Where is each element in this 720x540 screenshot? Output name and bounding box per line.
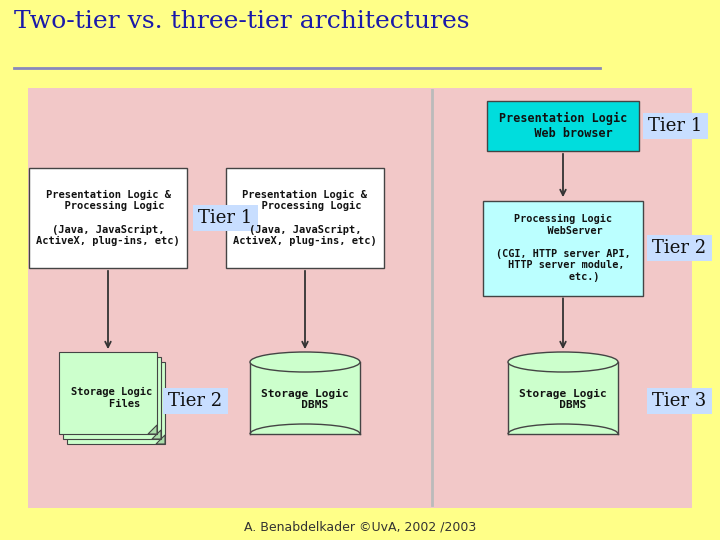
- Text: Presentation Logic &
  Processing Logic

(Java, JavaScript,
ActiveX, plug-ins, e: Presentation Logic & Processing Logic (J…: [36, 190, 180, 246]
- Text: A. Benabdelkader ©UvA, 2002 /2003: A. Benabdelkader ©UvA, 2002 /2003: [244, 521, 476, 534]
- Text: Presentation Logic &
  Processing Logic

(Java, JavaScript,
ActiveX, plug-ins, e: Presentation Logic & Processing Logic (J…: [233, 190, 377, 246]
- Polygon shape: [148, 425, 157, 434]
- Bar: [508, 362, 618, 434]
- Bar: [250, 362, 360, 434]
- Bar: [647, 235, 712, 261]
- Bar: [226, 168, 384, 268]
- Text: Tier 3: Tier 3: [652, 392, 706, 410]
- Bar: [163, 388, 228, 414]
- Bar: [59, 352, 157, 434]
- Text: Storage Logic
   DBMS: Storage Logic DBMS: [261, 389, 349, 410]
- Bar: [193, 205, 258, 231]
- Text: Tier 2: Tier 2: [652, 239, 706, 257]
- Ellipse shape: [250, 352, 360, 372]
- Polygon shape: [156, 435, 165, 444]
- Text: Storage Logic
   DBMS: Storage Logic DBMS: [519, 389, 607, 410]
- Polygon shape: [152, 430, 161, 439]
- Ellipse shape: [508, 352, 618, 372]
- Text: Presentation Logic
   Web browser: Presentation Logic Web browser: [499, 112, 627, 140]
- Bar: [643, 113, 708, 139]
- Text: Tier 2: Tier 2: [168, 392, 222, 410]
- Bar: [483, 200, 643, 295]
- Bar: [28, 88, 692, 508]
- Bar: [647, 388, 712, 414]
- Bar: [63, 357, 161, 439]
- Text: Tier 1: Tier 1: [199, 209, 253, 227]
- Bar: [487, 101, 639, 151]
- Bar: [29, 168, 187, 268]
- Text: Storage Logic
    Files: Storage Logic Files: [71, 387, 153, 409]
- Text: Tier 1: Tier 1: [649, 117, 703, 135]
- Bar: [67, 362, 165, 444]
- Text: Processing Logic
    WebServer

(CGI, HTTP server API,
 HTTP server module,
    : Processing Logic WebServer (CGI, HTTP se…: [495, 214, 631, 282]
- Text: Two-tier vs. three-tier architectures: Two-tier vs. three-tier architectures: [14, 10, 469, 33]
